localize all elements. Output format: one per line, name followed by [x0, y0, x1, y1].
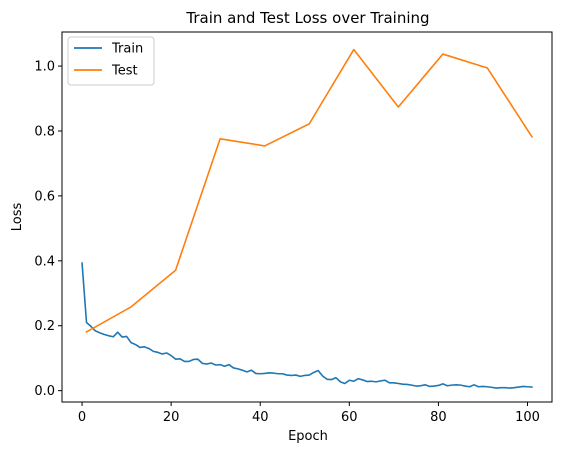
legend-label-test: Test — [111, 64, 138, 79]
series-line-train — [81, 262, 533, 389]
y-tick-label: 0.0 — [34, 384, 55, 399]
y-tick-label: 0.2 — [34, 319, 55, 334]
series-line-test — [85, 48, 534, 333]
x-tick-label: 80 — [430, 410, 447, 425]
x-tick-label: 0 — [78, 410, 86, 425]
plot-lines — [81, 48, 534, 389]
legend-box — [67, 36, 155, 86]
x-tick-label: 60 — [341, 410, 358, 425]
plot-frame — [61, 31, 553, 403]
x-tick-label: 40 — [252, 410, 269, 425]
legend-label-train: Train — [111, 42, 143, 57]
legend: Train Test — [67, 36, 155, 86]
y-tick-label: 0.4 — [34, 254, 55, 269]
y-tick-label: 0.6 — [34, 189, 55, 204]
x-axis-ticks: 0 20 40 60 80 100 — [78, 402, 540, 425]
y-axis-label: Loss — [10, 203, 25, 232]
y-tick-label: 0.8 — [34, 124, 55, 139]
chart-title: Train and Test Loss over Training — [185, 9, 429, 27]
y-tick-label: 1.0 — [34, 60, 55, 75]
x-tick-label: 100 — [515, 410, 540, 425]
x-tick-label: 20 — [163, 410, 180, 425]
x-axis-label: Epoch — [288, 429, 328, 444]
y-axis-ticks: 0.0 0.2 0.4 0.6 0.8 1.0 — [34, 60, 62, 399]
